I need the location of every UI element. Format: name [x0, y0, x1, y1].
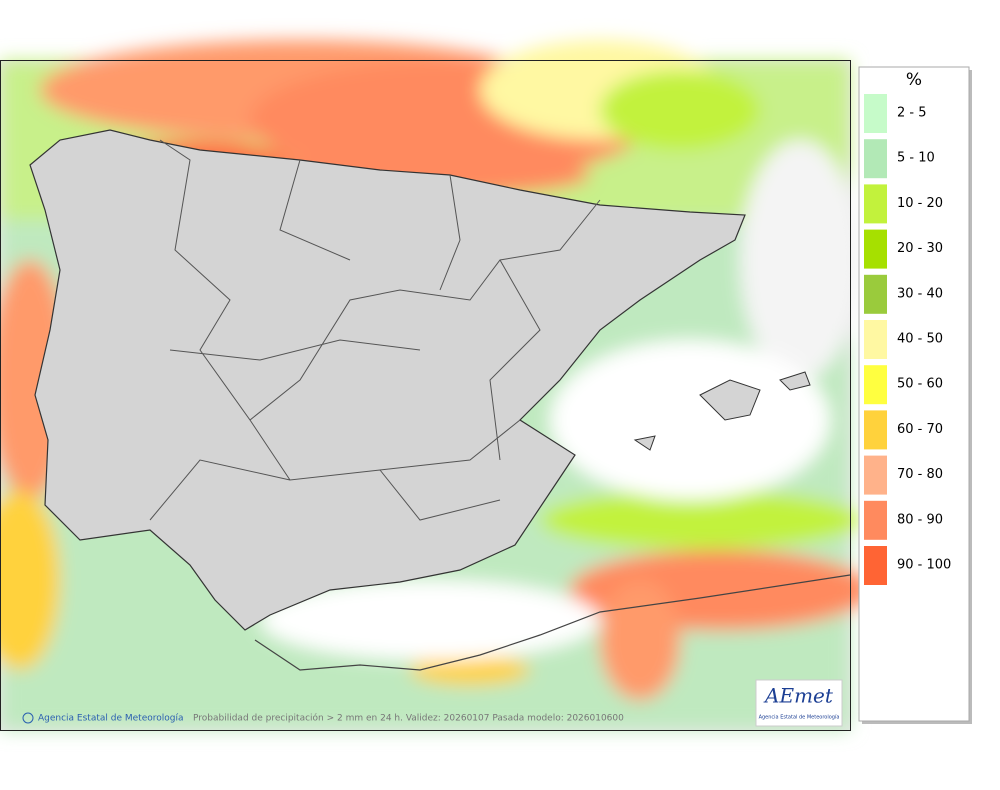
legend-label: 5 - 10 [897, 151, 935, 166]
legend-label: 70 - 80 [897, 467, 943, 482]
africa-coast [254, 574, 851, 671]
logo-name: AEmet [763, 684, 834, 708]
legend-label: 30 - 40 [897, 286, 943, 301]
legend-label: 40 - 50 [897, 332, 943, 347]
legend-swatch [864, 229, 887, 269]
legend-swatch [864, 500, 887, 540]
legend-label: 10 - 20 [897, 196, 943, 211]
legend-swatch [864, 184, 887, 224]
legend-swatch [864, 365, 887, 405]
logo: AEmet Agencia Estatal de Meteorología [755, 679, 843, 727]
iberian-peninsula [29, 129, 746, 631]
balearic-islands [633, 371, 811, 451]
legend-swatch [864, 320, 887, 359]
legend-swatch [864, 94, 887, 133]
legend-label: 80 - 90 [897, 512, 943, 527]
legend-label: 20 - 30 [897, 241, 943, 256]
logo-box [755, 679, 843, 727]
credit-text: Agencia Estatal de Meteorología [38, 714, 184, 724]
logo-subtitle: Agencia Estatal de Meteorología [759, 714, 840, 721]
legend-swatch [864, 546, 887, 585]
map-area: Agencia Estatal de Meteorología Probabil… [0, 40, 870, 731]
legend-label: 60 - 70 [897, 422, 943, 437]
legend-swatch [864, 410, 887, 450]
legend-label: 50 - 60 [897, 377, 943, 392]
map-frame [0, 60, 851, 731]
legend-swatch [864, 139, 887, 179]
legend-swatch [864, 274, 887, 314]
legend-label: 90 - 100 [897, 558, 951, 573]
legend-swatch [864, 455, 887, 495]
legend-unit: % [906, 70, 922, 90]
copyright-icon [22, 712, 34, 724]
caption-text: Probabilidad de precipitación > 2 mm en … [193, 713, 624, 724]
region-borders [149, 139, 601, 521]
legend: % 2 - 5 5 - 10 10 - 20 20 - 30 30 - 40 40 - 5… [858, 66, 972, 724]
legend-label: 2 - 5 [897, 106, 927, 121]
